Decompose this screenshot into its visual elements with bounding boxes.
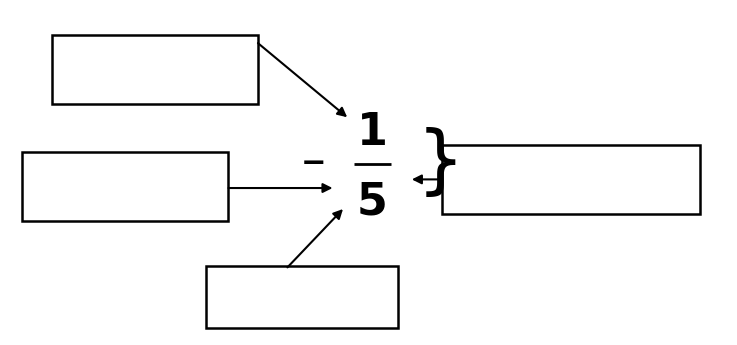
Text: }: } xyxy=(416,127,464,200)
Bar xyxy=(22,152,228,221)
Bar xyxy=(442,145,700,214)
Text: 5: 5 xyxy=(357,180,388,223)
Bar xyxy=(206,266,398,328)
Text: 1: 1 xyxy=(357,111,388,154)
Bar xyxy=(52,34,258,104)
Text: −: − xyxy=(301,149,326,178)
